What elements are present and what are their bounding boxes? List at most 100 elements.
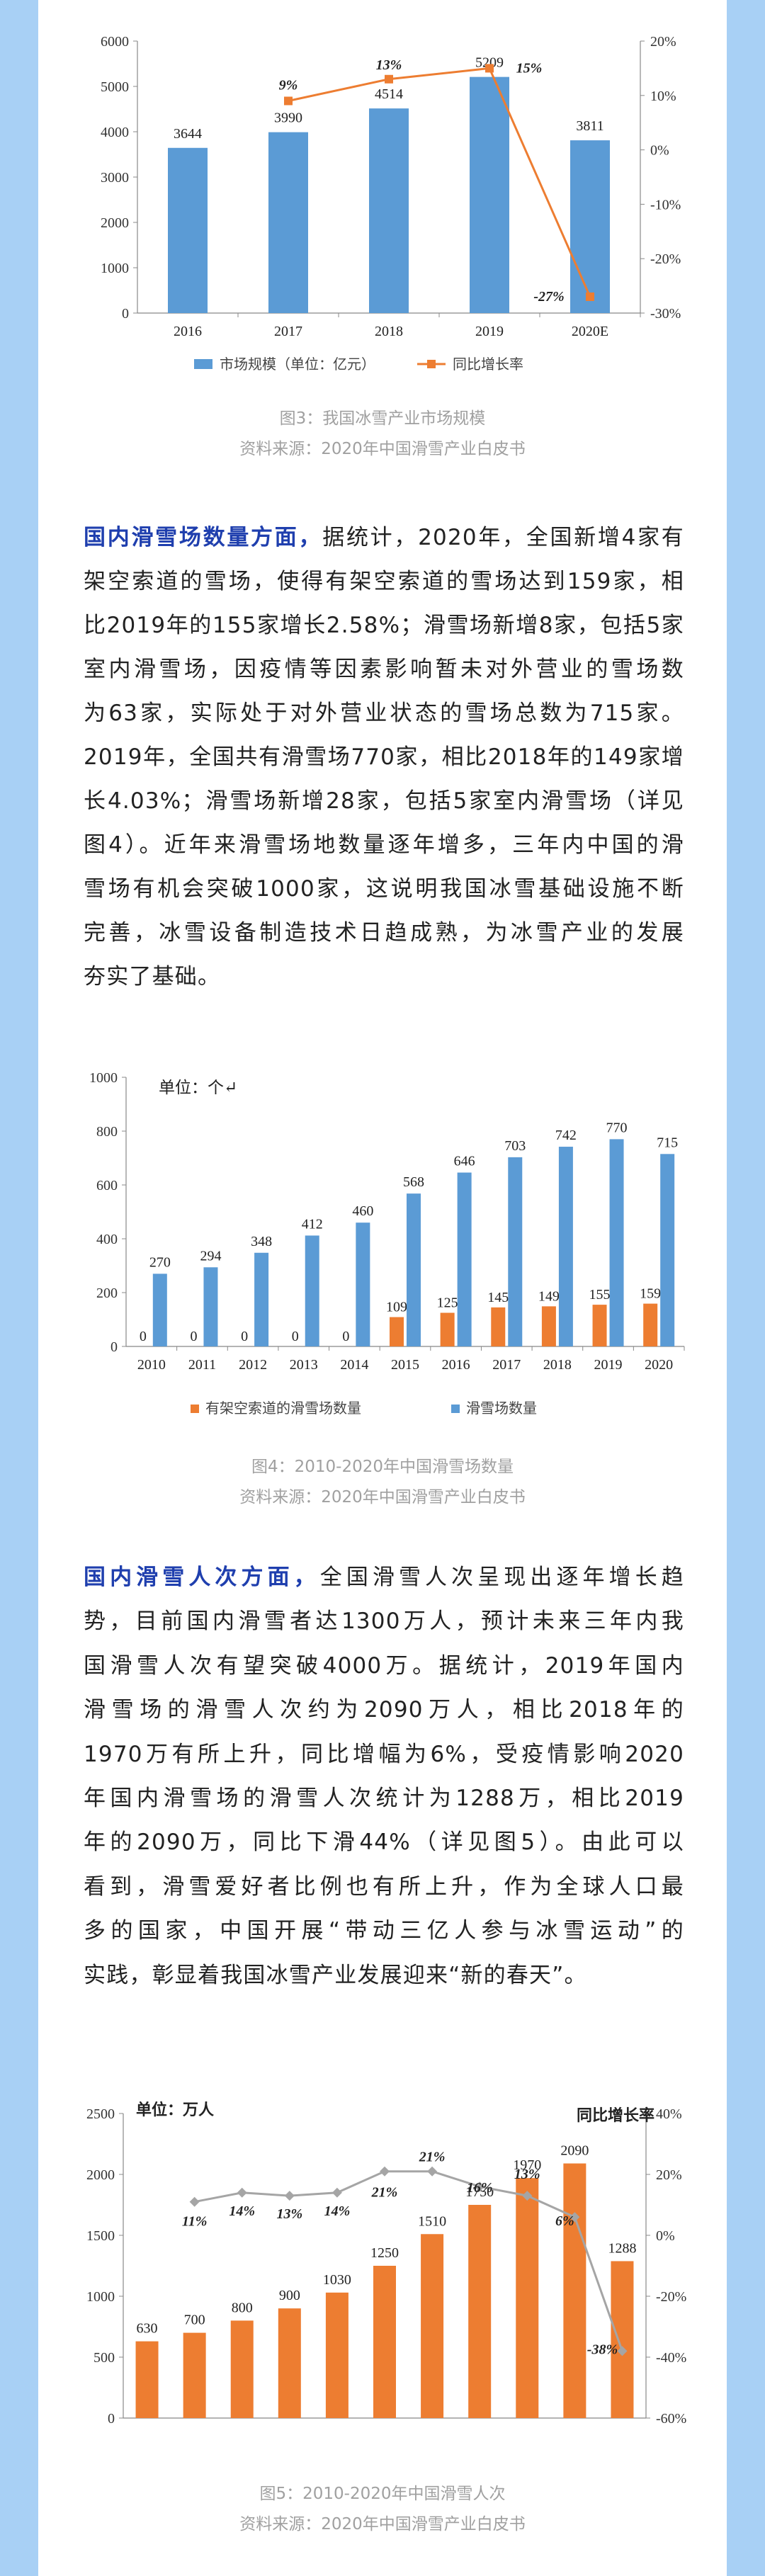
ski-resort-bar (660, 1154, 675, 1346)
legend-label-ski-resort: 滑雪场数量 (466, 1400, 537, 1417)
y2-tick-label: 20% (656, 2167, 682, 2183)
chart1-caption-source: 资料来源：2020年中国滑雪产业白皮书 (239, 440, 526, 458)
ski-resort-value-label: 348 (251, 1234, 272, 1249)
legend-swatch-ski-resort (451, 1405, 460, 1413)
unit-annotation: 单位：万人 (136, 2101, 214, 2118)
ski-resort-bar (152, 1273, 167, 1346)
skier-visits-bar (135, 2341, 159, 2418)
cableway-value-label: 0 (292, 1329, 299, 1344)
bar-value-label: 1970 (513, 2157, 541, 2173)
paragraph-line: 看到，滑雪爱好者比例也有所上升，作为全球人口最 (84, 1873, 684, 1900)
paragraph-line: 图4）。近年来滑雪场地数量逐年增多，三年内中国的滑 (84, 832, 684, 858)
growth-rate-label: 21% (419, 2150, 446, 2165)
cableway-value-label: 155 (589, 1287, 611, 1303)
x-tick-label: 2010 (137, 1357, 166, 1373)
paragraph-line: 长4.03%；滑雪场新增28家，包括5家室内滑雪场（详见 (84, 788, 684, 814)
cableway-value-label: 159 (640, 1286, 661, 1302)
bar-value-label: 1030 (323, 2272, 351, 2288)
x-tick-label: 2019 (594, 1357, 623, 1373)
ski-resort-bar (609, 1139, 624, 1346)
y2-tick-label: 0% (656, 2228, 675, 2244)
skier-visits-bar (421, 2234, 444, 2418)
growth-rate-point (385, 74, 393, 84)
y-tick-label: 1500 (86, 2228, 115, 2244)
y-tick-label: 600 (96, 1178, 118, 1193)
y2-tick-label: 0% (650, 143, 669, 159)
y-tick-label: 6000 (101, 34, 129, 50)
paragraph-line: 2019年，全国共有滑雪场770家，相比2018年的149家增 (84, 744, 684, 770)
x-tick-label: 2015 (391, 1357, 419, 1373)
bar-value-label: 1250 (370, 2245, 399, 2261)
growth-rate-label: 11% (182, 2214, 208, 2230)
cableway-value-label: 109 (386, 1300, 407, 1315)
x-tick-label: 2018 (543, 1357, 572, 1373)
growth-rate-label: 13% (514, 2167, 540, 2182)
legend-swatch-market-size (194, 359, 212, 369)
growth-rate-point (189, 2196, 200, 2207)
ski-resort-value-label: 270 (149, 1254, 171, 1270)
y-tick-label: 5000 (101, 79, 129, 95)
bar-value-label: 3644 (174, 126, 202, 142)
skier-visits-chart: 0 500 1000 1500 2000 2500 -60% -40% -20% 0% 20% 40%… (38, 2096, 727, 2429)
y2-tick-label: -20% (656, 2289, 686, 2305)
legend-label-market-size: 市场规模（单位：亿元） (220, 356, 375, 373)
growth-rate-point (427, 2166, 438, 2177)
x-tick-label: 2017 (274, 324, 302, 339)
x-tick-label: 2019 (475, 324, 504, 339)
growth-rate-point (570, 2212, 580, 2223)
cableway-value-label: 0 (342, 1329, 349, 1344)
x-tick-label: 2016 (442, 1357, 470, 1373)
growth-rate-label: 6% (555, 2213, 574, 2229)
growth-rate-point (617, 2346, 628, 2356)
chart1-caption: 图3：我国冰雪产业市场规模 资料来源：2020年中国滑雪产业白皮书 (38, 404, 727, 465)
paragraph-line: 完善，冰雪设备制造技术日趋成熟，为冰雪产业的发展 (84, 920, 684, 946)
bar-value-label: 4514 (375, 86, 403, 102)
y-tick-label: 2500 (86, 2106, 115, 2122)
paragraph-line: 室内滑雪场，因疫情等因素影响暂未对外营业的雪场数 (84, 657, 684, 682)
growth-rate-label: 21% (371, 2185, 398, 2201)
market-size-bar (570, 140, 610, 313)
growth-rate-point (522, 2191, 533, 2201)
ski-resort-value-label: 742 (555, 1128, 577, 1143)
growth-rate-point (586, 292, 594, 301)
cableway-value-label: 149 (538, 1288, 560, 1304)
growth-rate-label: -38% (587, 2342, 618, 2357)
y-tick-label: 800 (96, 1124, 118, 1140)
x-tick-label: 2017 (492, 1357, 521, 1373)
growth-rate-point (380, 2166, 390, 2177)
y2-tick-label: -30% (650, 306, 681, 322)
paragraph-line: 夯实了基础。 (84, 964, 221, 989)
growth-rate-point (284, 96, 293, 106)
growth-rate-point (332, 2187, 342, 2198)
x-tick-label: 2013 (290, 1357, 318, 1373)
bar-value-label: 630 (137, 2321, 158, 2337)
bar-value-label: 900 (279, 2288, 300, 2303)
bar-value-label: 5209 (475, 55, 504, 71)
skier-visits-paragraph: 国内滑雪人次方面，全国滑雪人次呈现出逐年增长趋 势，目前国内滑雪者达1300万人，… (84, 1555, 684, 1997)
ski-resort-value-label: 460 (352, 1203, 373, 1219)
skier-visits-bar (278, 2308, 301, 2418)
y-tick-label: 200 (96, 1286, 118, 1301)
ski-resort-bar (558, 1147, 573, 1346)
growth-rate-series-label: 同比增长率 (577, 2106, 654, 2124)
paragraph-line: 国内滑雪人次方面，全国滑雪人次呈现出逐年增长趋 (84, 1565, 684, 1590)
ski-resort-bar (254, 1252, 269, 1346)
growth-rate-label: 9% (279, 77, 298, 93)
cableway-value-label: 145 (487, 1290, 509, 1305)
ski-resort-bar (356, 1222, 370, 1346)
y-tick-label: 0 (110, 1339, 118, 1355)
skier-visits-bar (563, 2163, 586, 2418)
y-tick-label: 2000 (101, 215, 129, 231)
chart1-caption-title: 图3：我国冰雪产业市场规模 (279, 409, 486, 428)
cableway-resort-bar (541, 1306, 556, 1346)
ski-resort-value-label: 703 (504, 1138, 526, 1154)
cableway-resort-bar (643, 1303, 658, 1346)
skier-visits-bar (183, 2332, 206, 2418)
bar-value-label: 1288 (608, 2240, 636, 2256)
skier-visits-bar (373, 2266, 396, 2418)
market-size-chart: 0 1000 2000 3000 4000 5000 6000 -30% -20% -10% 0% 1… (38, 14, 727, 382)
y2-tick-label: 20% (650, 34, 676, 50)
x-tick-label: 2018 (375, 324, 403, 339)
ski-resort-value-label: 770 (606, 1120, 628, 1135)
ski-resort-paragraph: 国内滑雪场数量方面，据统计，2020年，全国新增4家有 架空索道的雪场，使得有架空… (84, 516, 684, 999)
